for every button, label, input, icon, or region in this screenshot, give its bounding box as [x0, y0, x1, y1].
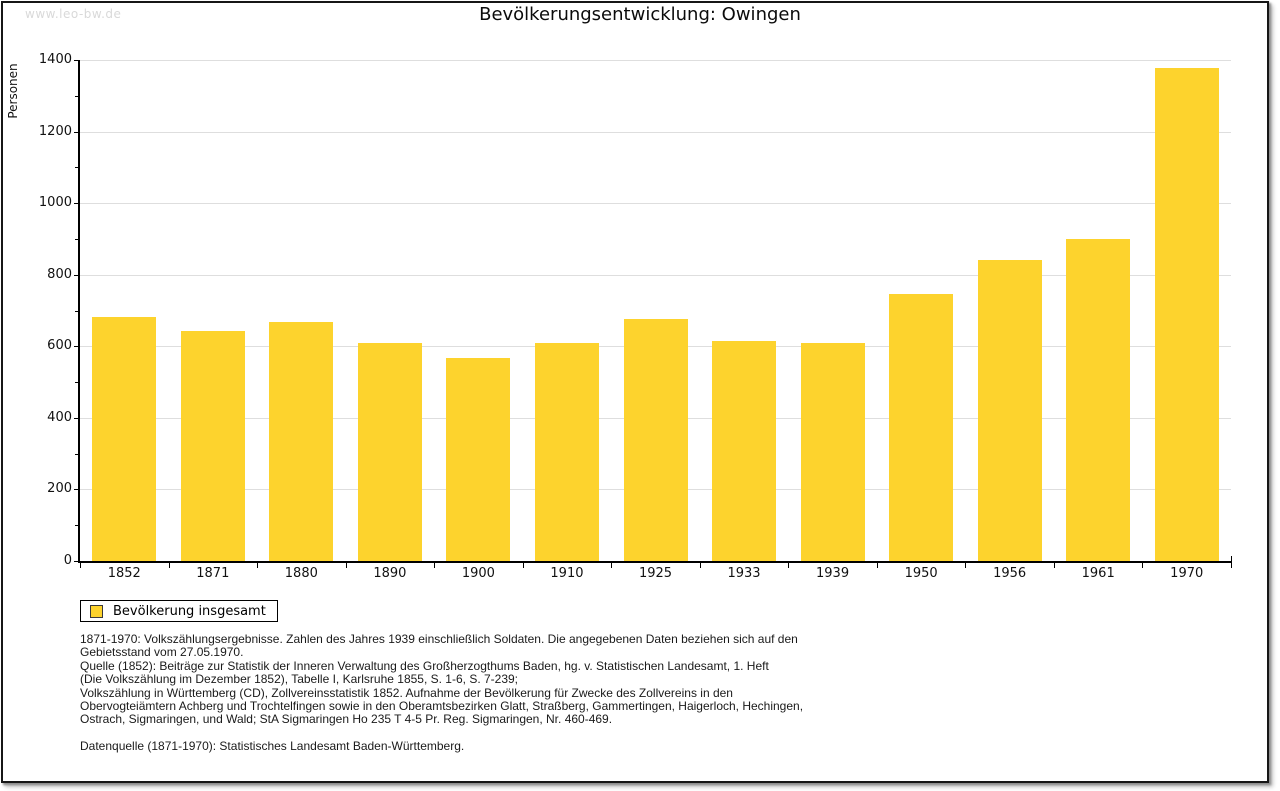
y-tick-label: 800	[47, 266, 72, 282]
bar	[712, 341, 777, 561]
y-minor-tick	[75, 95, 80, 97]
bar	[180, 330, 245, 561]
bar	[92, 316, 157, 561]
bar	[534, 342, 599, 561]
legend: Bevölkerung insgesamt	[80, 600, 278, 622]
y-minor-tick	[75, 238, 80, 240]
x-boundary-tick	[965, 563, 967, 568]
y-major-tick	[74, 60, 80, 61]
y-minor-tick	[75, 525, 80, 527]
x-boundary-tick	[611, 563, 613, 568]
y-major-tick	[74, 274, 80, 276]
bar	[269, 321, 334, 561]
y-minor-tick	[75, 167, 80, 169]
x-tick-label: 1950	[904, 566, 938, 581]
y-major-tick	[74, 561, 80, 562]
bar	[977, 259, 1042, 561]
chart-title: Bevölkerungsentwicklung: Owingen	[479, 4, 801, 25]
x-boundary-tick	[1053, 563, 1055, 568]
y-major-tick	[74, 489, 80, 491]
source-footnotes: 1871-1970: Volkszählungsergebnisse. Zahl…	[80, 632, 804, 754]
bar	[800, 343, 865, 561]
gridline	[80, 274, 1231, 276]
x-tick-label: 1933	[727, 566, 761, 581]
x-boundary-tick	[876, 563, 878, 568]
y-tick-label: 0	[63, 553, 72, 568]
x-boundary-tick	[1142, 563, 1144, 568]
x-boundary-tick	[1231, 556, 1232, 561]
gridline	[80, 203, 1231, 205]
x-tick-label: 1880	[284, 566, 318, 581]
legend-label: Bevölkerung insgesamt	[113, 603, 266, 619]
y-major-tick	[74, 203, 80, 205]
bar	[1066, 239, 1131, 561]
y-tick-label: 1000	[38, 195, 72, 211]
x-tick-label: 1956	[993, 566, 1027, 581]
gridline	[80, 131, 1231, 133]
bar	[357, 342, 422, 561]
x-tick-label: 1852	[107, 566, 141, 581]
y-major-tick	[74, 417, 80, 419]
x-tick-label: 1939	[816, 566, 850, 581]
x-boundary-tick	[168, 563, 170, 568]
y-axis	[78, 60, 80, 563]
y-minor-tick	[75, 453, 80, 455]
y-major-tick	[74, 131, 80, 133]
y-tick-label: 400	[47, 409, 72, 425]
y-tick-label: 600	[47, 338, 72, 354]
y-tick-label: 1400	[38, 52, 72, 67]
x-tick-label: 1961	[1081, 566, 1115, 581]
x-boundary-tick	[345, 563, 347, 568]
y-tick-label: 200	[47, 481, 72, 497]
bar	[623, 319, 688, 561]
x-boundary-tick	[699, 563, 701, 568]
x-boundary-tick	[522, 563, 524, 568]
x-boundary-tick	[80, 563, 81, 568]
x-axis	[78, 561, 1232, 563]
watermark: www.leo-bw.de	[25, 7, 122, 21]
bar	[1154, 67, 1219, 561]
x-tick-label: 1890	[373, 566, 407, 581]
x-tick-label: 1925	[638, 566, 673, 581]
x-tick-label: 1910	[550, 566, 584, 581]
x-tick-label: 1900	[461, 566, 495, 581]
legend-swatch-icon	[90, 604, 103, 618]
x-tick-label: 1970	[1170, 566, 1204, 581]
bar	[889, 294, 954, 561]
y-minor-tick	[75, 382, 80, 384]
y-major-tick	[74, 346, 80, 348]
x-boundary-tick	[788, 563, 790, 568]
y-minor-tick	[75, 310, 80, 312]
x-boundary-tick	[1231, 563, 1232, 568]
x-boundary-tick	[257, 563, 259, 568]
x-tick-label: 1871	[196, 566, 230, 581]
y-tick-label: 1200	[38, 123, 72, 139]
x-boundary-tick	[434, 563, 436, 568]
bar	[446, 358, 511, 561]
gridline	[80, 60, 1231, 61]
